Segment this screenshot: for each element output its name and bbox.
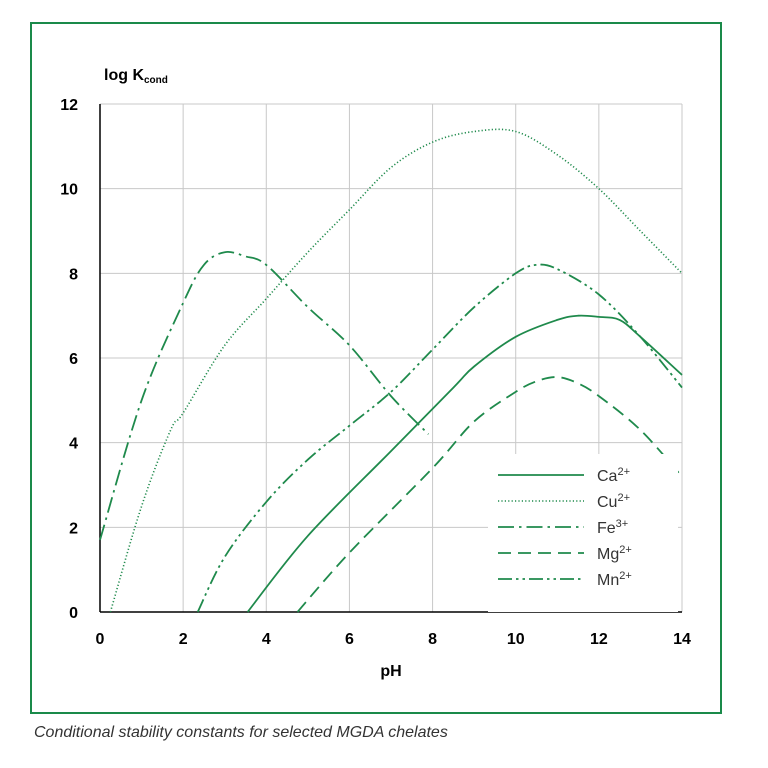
legend-label-cu: Cu2+ [597,492,630,511]
legend-ion-name: Mn [597,572,619,589]
legend-label-fe: Fe3+ [597,518,628,537]
x-tick-label-6: 6 [345,631,354,648]
legend: Ca2+Cu2+Fe3+Mg2+Mn2+ [488,454,678,612]
legend-ion-charge: 2+ [617,492,630,504]
y-tick-label-12: 12 [60,97,78,114]
x-tick-label-12: 12 [590,631,608,648]
legend-ion-name: Mg [597,546,619,563]
grid [100,103,683,612]
series-line-mg [296,376,683,613]
y-tick-label-4: 4 [69,436,78,453]
x-axis-label: pH [380,663,401,680]
legend-ion-name: Cu [597,494,617,511]
series-line-mn [196,263,683,613]
legend-label-mn: Mn2+ [597,570,632,589]
y-tick-label-0: 0 [69,605,78,622]
y-tick-label-2: 2 [69,520,78,537]
legend-label-ca: Ca2+ [597,466,630,485]
series-group [99,128,683,613]
y-tick-label-6: 6 [69,351,78,368]
legend-ion-charge: 3+ [616,518,629,530]
y-axis-label: log Kcond [104,67,168,86]
legend-ion-charge: 2+ [619,544,632,556]
legend-background [488,454,678,612]
x-tick-label-0: 0 [96,631,105,648]
legend-ion-charge: 2+ [619,570,632,582]
tick-labels: 0 2 4 6 8 10 12 14 0 2 4 6 8 10 12 [60,97,691,648]
x-tick-label-10: 10 [507,631,525,648]
series-line-ca [246,314,683,613]
figure-frame: 0 2 4 6 8 10 12 14 0 2 4 6 8 10 12 log Kcond pH Ca2+ Cu… [30,22,722,714]
y-tick-label-10: 10 [60,182,78,199]
x-tick-label-14: 14 [673,631,691,648]
legend-ion-name: Fe [597,520,616,537]
x-tick-label-8: 8 [428,631,437,648]
series-line-fe [99,250,430,541]
y-axis-label-sub: cond [144,75,168,86]
y-tick-label-8: 8 [69,266,78,283]
legend-label-mg: Mg2+ [597,544,632,563]
x-tick-label-4: 4 [262,631,271,648]
figure-caption: Conditional stability constants for sele… [34,724,448,741]
x-tick-label-2: 2 [179,631,188,648]
legend-ion-charge: 2+ [617,466,630,478]
legend-ion-name: Ca [597,468,618,485]
y-axis-label-main: log K [104,67,144,84]
